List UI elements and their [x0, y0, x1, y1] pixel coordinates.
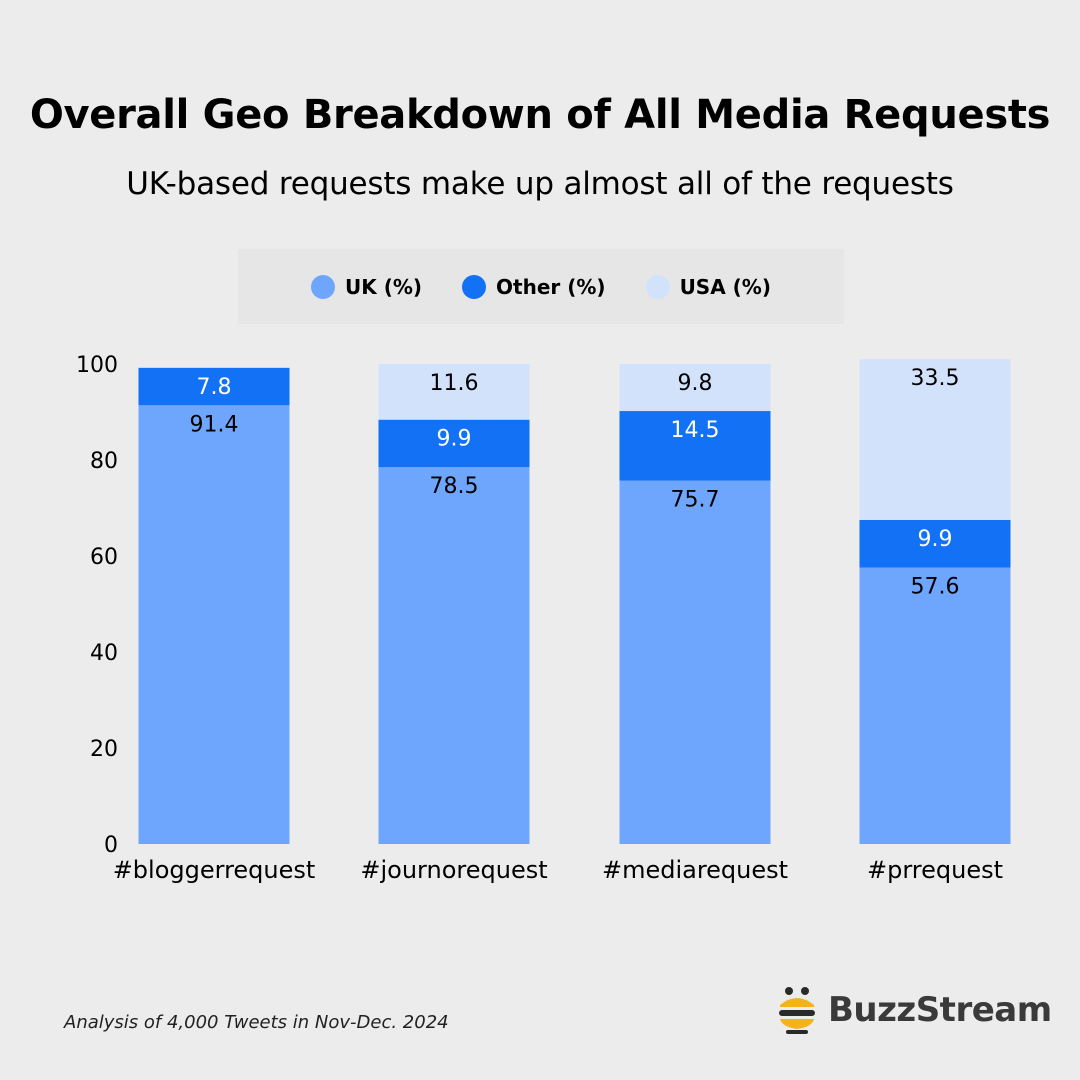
data-label-other: 7.8	[197, 375, 232, 400]
bar-uk-bloggerrequest	[138, 405, 290, 844]
y-tick-label: 100	[76, 353, 118, 378]
x-category-label: #bloggerrequest	[113, 856, 316, 884]
data-label-usa: 9.8	[678, 371, 713, 396]
legend-item-usa: USA (%)	[645, 274, 771, 299]
data-label-other: 9.9	[437, 427, 472, 452]
legend-label-usa: USA (%)	[679, 274, 771, 299]
x-category-label: #journorequest	[360, 856, 547, 884]
legend-swatch-usa	[645, 274, 670, 299]
legend-item-uk: UK (%)	[311, 274, 423, 299]
bar-other-journorequest	[378, 419, 530, 468]
y-tick-label: 20	[90, 737, 118, 762]
data-label-uk: 57.6	[911, 575, 960, 600]
y-tick-label: 0	[104, 833, 118, 858]
legend-label-other: Other (%)	[496, 274, 606, 299]
data-label-usa: 11.6	[430, 371, 479, 396]
data-label-uk: 78.5	[430, 474, 479, 499]
chart-legend: UK (%) Other (%) USA (%)	[238, 249, 844, 324]
footnote: Analysis of 4,000 Tweets in Nov-Dec. 202…	[64, 1012, 449, 1033]
brand-logo: BuzzStream	[776, 985, 1052, 1035]
brand-name: BuzzStream	[828, 990, 1052, 1030]
y-tick-label: 80	[90, 449, 118, 474]
legend-swatch-other	[462, 274, 487, 299]
x-category-label: #prrequest	[867, 856, 1003, 884]
bar-usa-prrequest	[859, 359, 1011, 520]
bar-uk-journorequest	[378, 467, 530, 844]
legend-label-uk: UK (%)	[345, 274, 423, 299]
stacked-bar-chart: 0 20 40 60 80 100 91.4 7.8 #bloggerrequest 78.5 9.…	[76, 353, 1011, 884]
x-category-label: #mediarequest	[602, 856, 788, 884]
y-tick-label: 40	[90, 641, 118, 666]
data-label-other: 9.9	[918, 527, 953, 552]
bar-other-prrequest	[859, 520, 1011, 568]
bar-uk-mediarequest	[619, 480, 771, 844]
data-label-usa: 33.5	[911, 366, 960, 391]
bee-logo-icon	[779, 987, 815, 1034]
data-label-other: 14.5	[671, 418, 720, 443]
y-tick-label: 60	[90, 545, 118, 570]
bar-other-mediarequest	[619, 411, 771, 481]
data-label-uk: 91.4	[190, 412, 239, 437]
legend-item-other: Other (%)	[462, 274, 606, 299]
data-label-uk: 75.7	[671, 488, 720, 513]
chart-subtitle: UK-based requests make up almost all of …	[126, 166, 954, 202]
bar-usa-mediarequest	[619, 364, 771, 412]
legend-swatch-uk	[311, 274, 336, 299]
bar-usa-journorequest	[378, 364, 530, 420]
chart-title: Overall Geo Breakdown of All Media Reque…	[29, 92, 1051, 138]
bar-other-bloggerrequest	[138, 367, 290, 406]
bar-uk-prrequest	[859, 567, 1011, 844]
